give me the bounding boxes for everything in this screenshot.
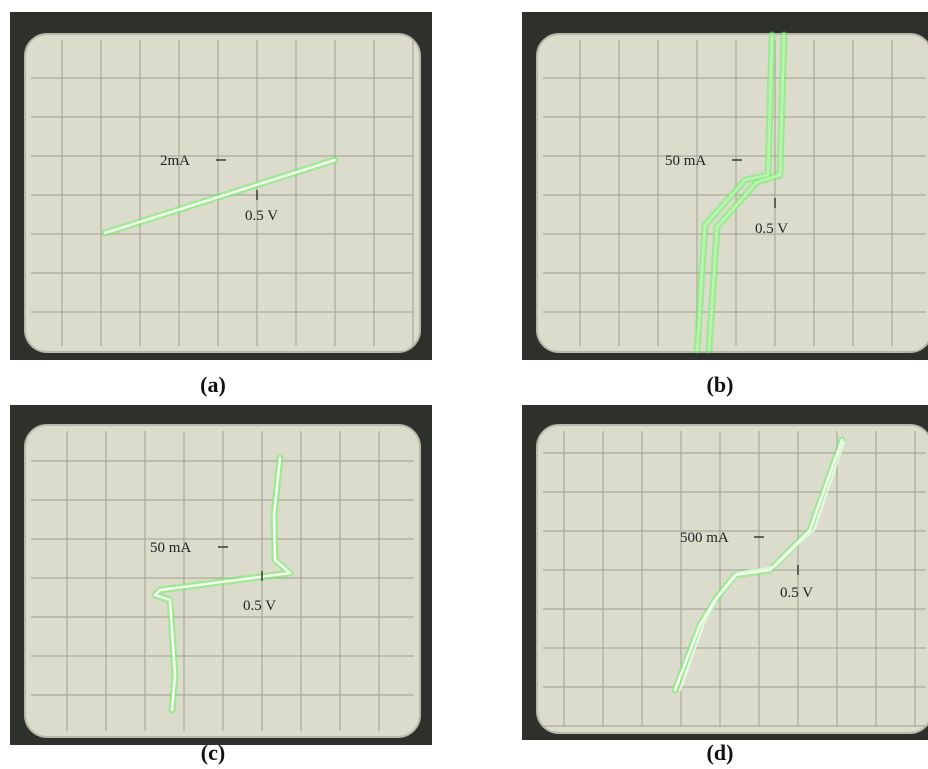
- grid: [31, 431, 414, 731]
- grid: [543, 40, 926, 346]
- trace: [153, 456, 292, 712]
- panel-caption: (a): [200, 372, 226, 397]
- voltage-scale: 0.5 V: [755, 221, 788, 237]
- panel-caption: (c): [201, 740, 225, 765]
- trace: [695, 33, 774, 352]
- trace: [103, 158, 337, 235]
- trace: [678, 440, 846, 692]
- grid: [31, 40, 414, 346]
- voltage-scale: 0.5 V: [245, 208, 278, 224]
- trace: [673, 438, 844, 692]
- panel-b: 50 mA 0.5 V: [522, 12, 928, 360]
- panel-caption: (b): [707, 372, 734, 397]
- panel-caption: (d): [707, 740, 734, 765]
- panel-c: 50 mA 0.5 V: [10, 405, 432, 745]
- panel-d: 500 mA 0.5 V: [522, 405, 928, 740]
- current-scale: 2mA: [160, 153, 190, 169]
- voltage-scale: 0.5 V: [243, 598, 276, 614]
- panel-a: 2mA 0.5 V: [10, 12, 432, 360]
- current-scale: 50 mA: [665, 153, 706, 169]
- current-scale: 500 mA: [680, 530, 729, 546]
- trace: [707, 33, 786, 352]
- voltage-scale: 0.5 V: [780, 585, 813, 601]
- current-scale: 50 mA: [150, 540, 191, 556]
- grid: [543, 431, 926, 727]
